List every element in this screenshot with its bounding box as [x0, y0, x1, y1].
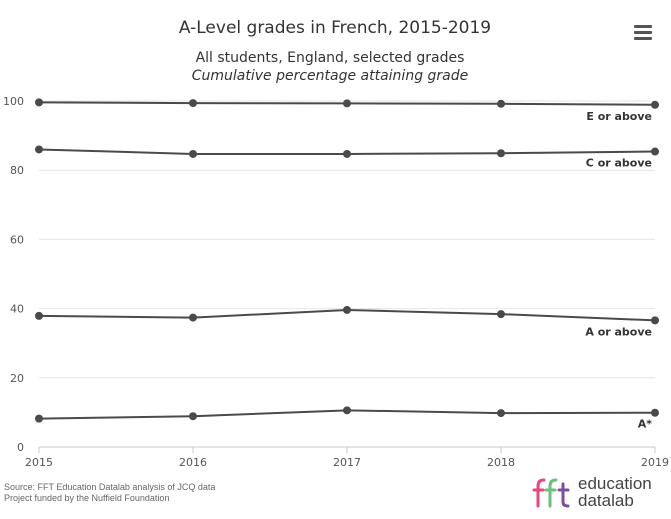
logo-word-education: education: [578, 474, 652, 493]
x-axis-ticks: 2015 2016 2017 2018 2019: [25, 447, 669, 469]
x-tick-label: 2017: [333, 456, 361, 469]
data-point[interactable]: [35, 145, 43, 154]
data-point[interactable]: [651, 100, 659, 109]
data-point[interactable]: [35, 98, 43, 107]
series-0: E or above: [35, 98, 659, 123]
source-line-2: Project funded by the Nuffield Foundatio…: [4, 493, 170, 503]
data-point[interactable]: [497, 310, 505, 319]
series-label: A*: [638, 418, 653, 431]
source-note: Source: FFT Education Datalab analysis o…: [4, 482, 215, 504]
y-tick-label: 20: [10, 372, 24, 385]
fft-logo-mark-icon: [532, 478, 570, 508]
data-point[interactable]: [651, 147, 659, 156]
data-point[interactable]: [189, 313, 197, 322]
data-point[interactable]: [35, 414, 43, 423]
series-3: A*: [35, 406, 659, 431]
series-1: C or above: [35, 145, 659, 170]
data-point[interactable]: [189, 99, 197, 108]
hamburger-menu-icon[interactable]: [630, 22, 656, 44]
y-tick-label: 60: [10, 233, 24, 246]
series-label: C or above: [586, 157, 652, 170]
data-point[interactable]: [35, 311, 43, 320]
data-point[interactable]: [343, 149, 351, 158]
y-tick-label: 80: [10, 164, 24, 177]
data-point[interactable]: [497, 409, 505, 418]
chart-subtitle-italic: Cumulative percentage attaining grade: [192, 68, 469, 84]
source-line-1: Source: FFT Education Datalab analysis o…: [4, 482, 216, 492]
data-point[interactable]: [651, 408, 659, 417]
fft-education-datalab-logo: education datalab: [532, 474, 652, 510]
data-point[interactable]: [343, 99, 351, 108]
logo-word-datalab: datalab: [578, 491, 634, 510]
x-tick-label: 2018: [487, 456, 515, 469]
data-point[interactable]: [343, 406, 351, 415]
data-point[interactable]: [497, 149, 505, 158]
series-label: E or above: [586, 110, 652, 123]
y-tick-label: 100: [3, 95, 24, 108]
data-point[interactable]: [343, 305, 351, 314]
y-tick-label: 0: [17, 441, 24, 454]
y-tick-label: 40: [10, 303, 24, 316]
data-point[interactable]: [497, 99, 505, 108]
data-point[interactable]: [189, 412, 197, 421]
chart-subtitle: All students, England, selected grades: [196, 50, 465, 66]
data-point[interactable]: [651, 316, 659, 325]
y-axis-ticks: 0 20 40 60 80 100: [3, 95, 24, 454]
series-group: E or above C or above A or above A*: [35, 98, 659, 431]
chart-title: A-Level grades in French, 2015-2019: [179, 18, 491, 38]
x-tick-label: 2016: [179, 456, 207, 469]
x-tick-label: 2015: [25, 456, 53, 469]
series-label: A or above: [585, 325, 652, 338]
data-point[interactable]: [189, 149, 197, 158]
x-tick-label: 2019: [641, 456, 669, 469]
series-2: A or above: [35, 305, 659, 338]
